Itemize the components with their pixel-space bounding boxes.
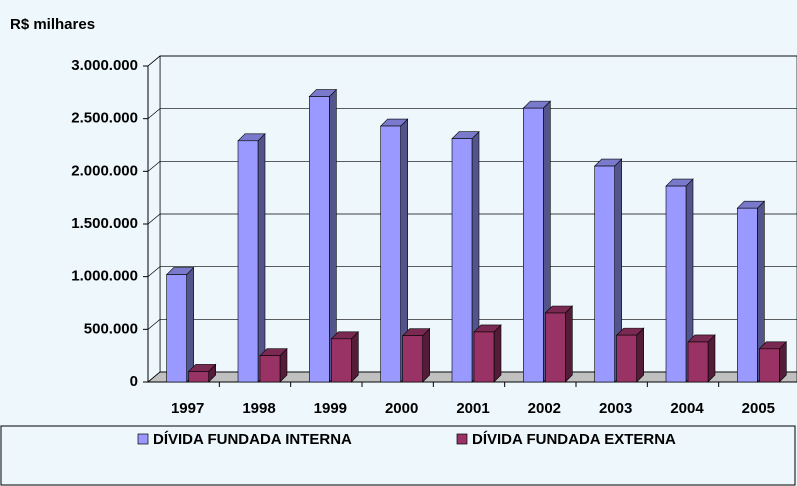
grid-line: [147, 266, 161, 277]
bar: [594, 165, 615, 383]
x-tick-label: 2002: [528, 400, 561, 417]
bar-side: [351, 331, 359, 383]
bar-side: [257, 133, 266, 383]
bar-side: [493, 324, 502, 383]
bar-side: [565, 305, 573, 383]
y-tick-label: 0: [130, 373, 138, 390]
legend-label: DÍVIDA FUNDADA EXTERNA: [472, 431, 676, 448]
bar: [188, 371, 209, 383]
x-tick-label: 2000: [385, 400, 418, 417]
bar: [687, 341, 709, 383]
bar: [380, 125, 401, 383]
bar: [237, 140, 259, 383]
grid-line: [147, 55, 161, 67]
bar: [309, 96, 330, 383]
bar-side: [636, 327, 644, 383]
bar: [737, 207, 758, 383]
x-tick-label: 2003: [599, 400, 632, 417]
bar: [166, 274, 187, 383]
y-axis-title: R$ milhares: [10, 16, 95, 33]
grid-line: [147, 371, 161, 383]
legend-swatch: [456, 433, 468, 445]
bar-side: [186, 266, 194, 383]
bar-side: [422, 327, 430, 383]
bar: [473, 331, 495, 383]
bar: [759, 348, 780, 383]
x-tick-label: 2005: [742, 400, 775, 417]
bar: [545, 312, 566, 383]
x-tick-label: 2004: [670, 400, 704, 417]
y-tick-label: 2.000.000: [71, 162, 138, 179]
bar: [331, 338, 352, 383]
bar: [523, 107, 544, 383]
grid-line: [147, 319, 161, 330]
legend-label: DÍVIDA FUNDADA INTERNA: [153, 431, 352, 448]
grid-line: [147, 161, 161, 172]
y-tick-label: 500.000: [84, 320, 138, 337]
y-tick-label: 2.500.000: [71, 110, 138, 127]
grid-line: [147, 213, 161, 225]
bar: [259, 355, 281, 383]
bar: [616, 334, 637, 383]
legend-swatch: [137, 433, 149, 445]
y-tick-label: 1.500.000: [71, 215, 138, 232]
grid-line: [147, 108, 161, 119]
y-tick-label: 3.000.000: [71, 57, 138, 74]
x-tick-label: 1999: [314, 400, 347, 417]
x-tick-label: 1997: [171, 400, 204, 417]
bar-side: [707, 334, 716, 383]
x-tick-label: 2001: [456, 400, 489, 417]
x-tick-label: 1998: [242, 400, 275, 417]
legend-box: [0, 425, 796, 486]
bar: [451, 138, 473, 383]
bar: [402, 335, 423, 383]
y-tick-label: 1.000.000: [71, 268, 138, 285]
bar: [665, 185, 687, 383]
